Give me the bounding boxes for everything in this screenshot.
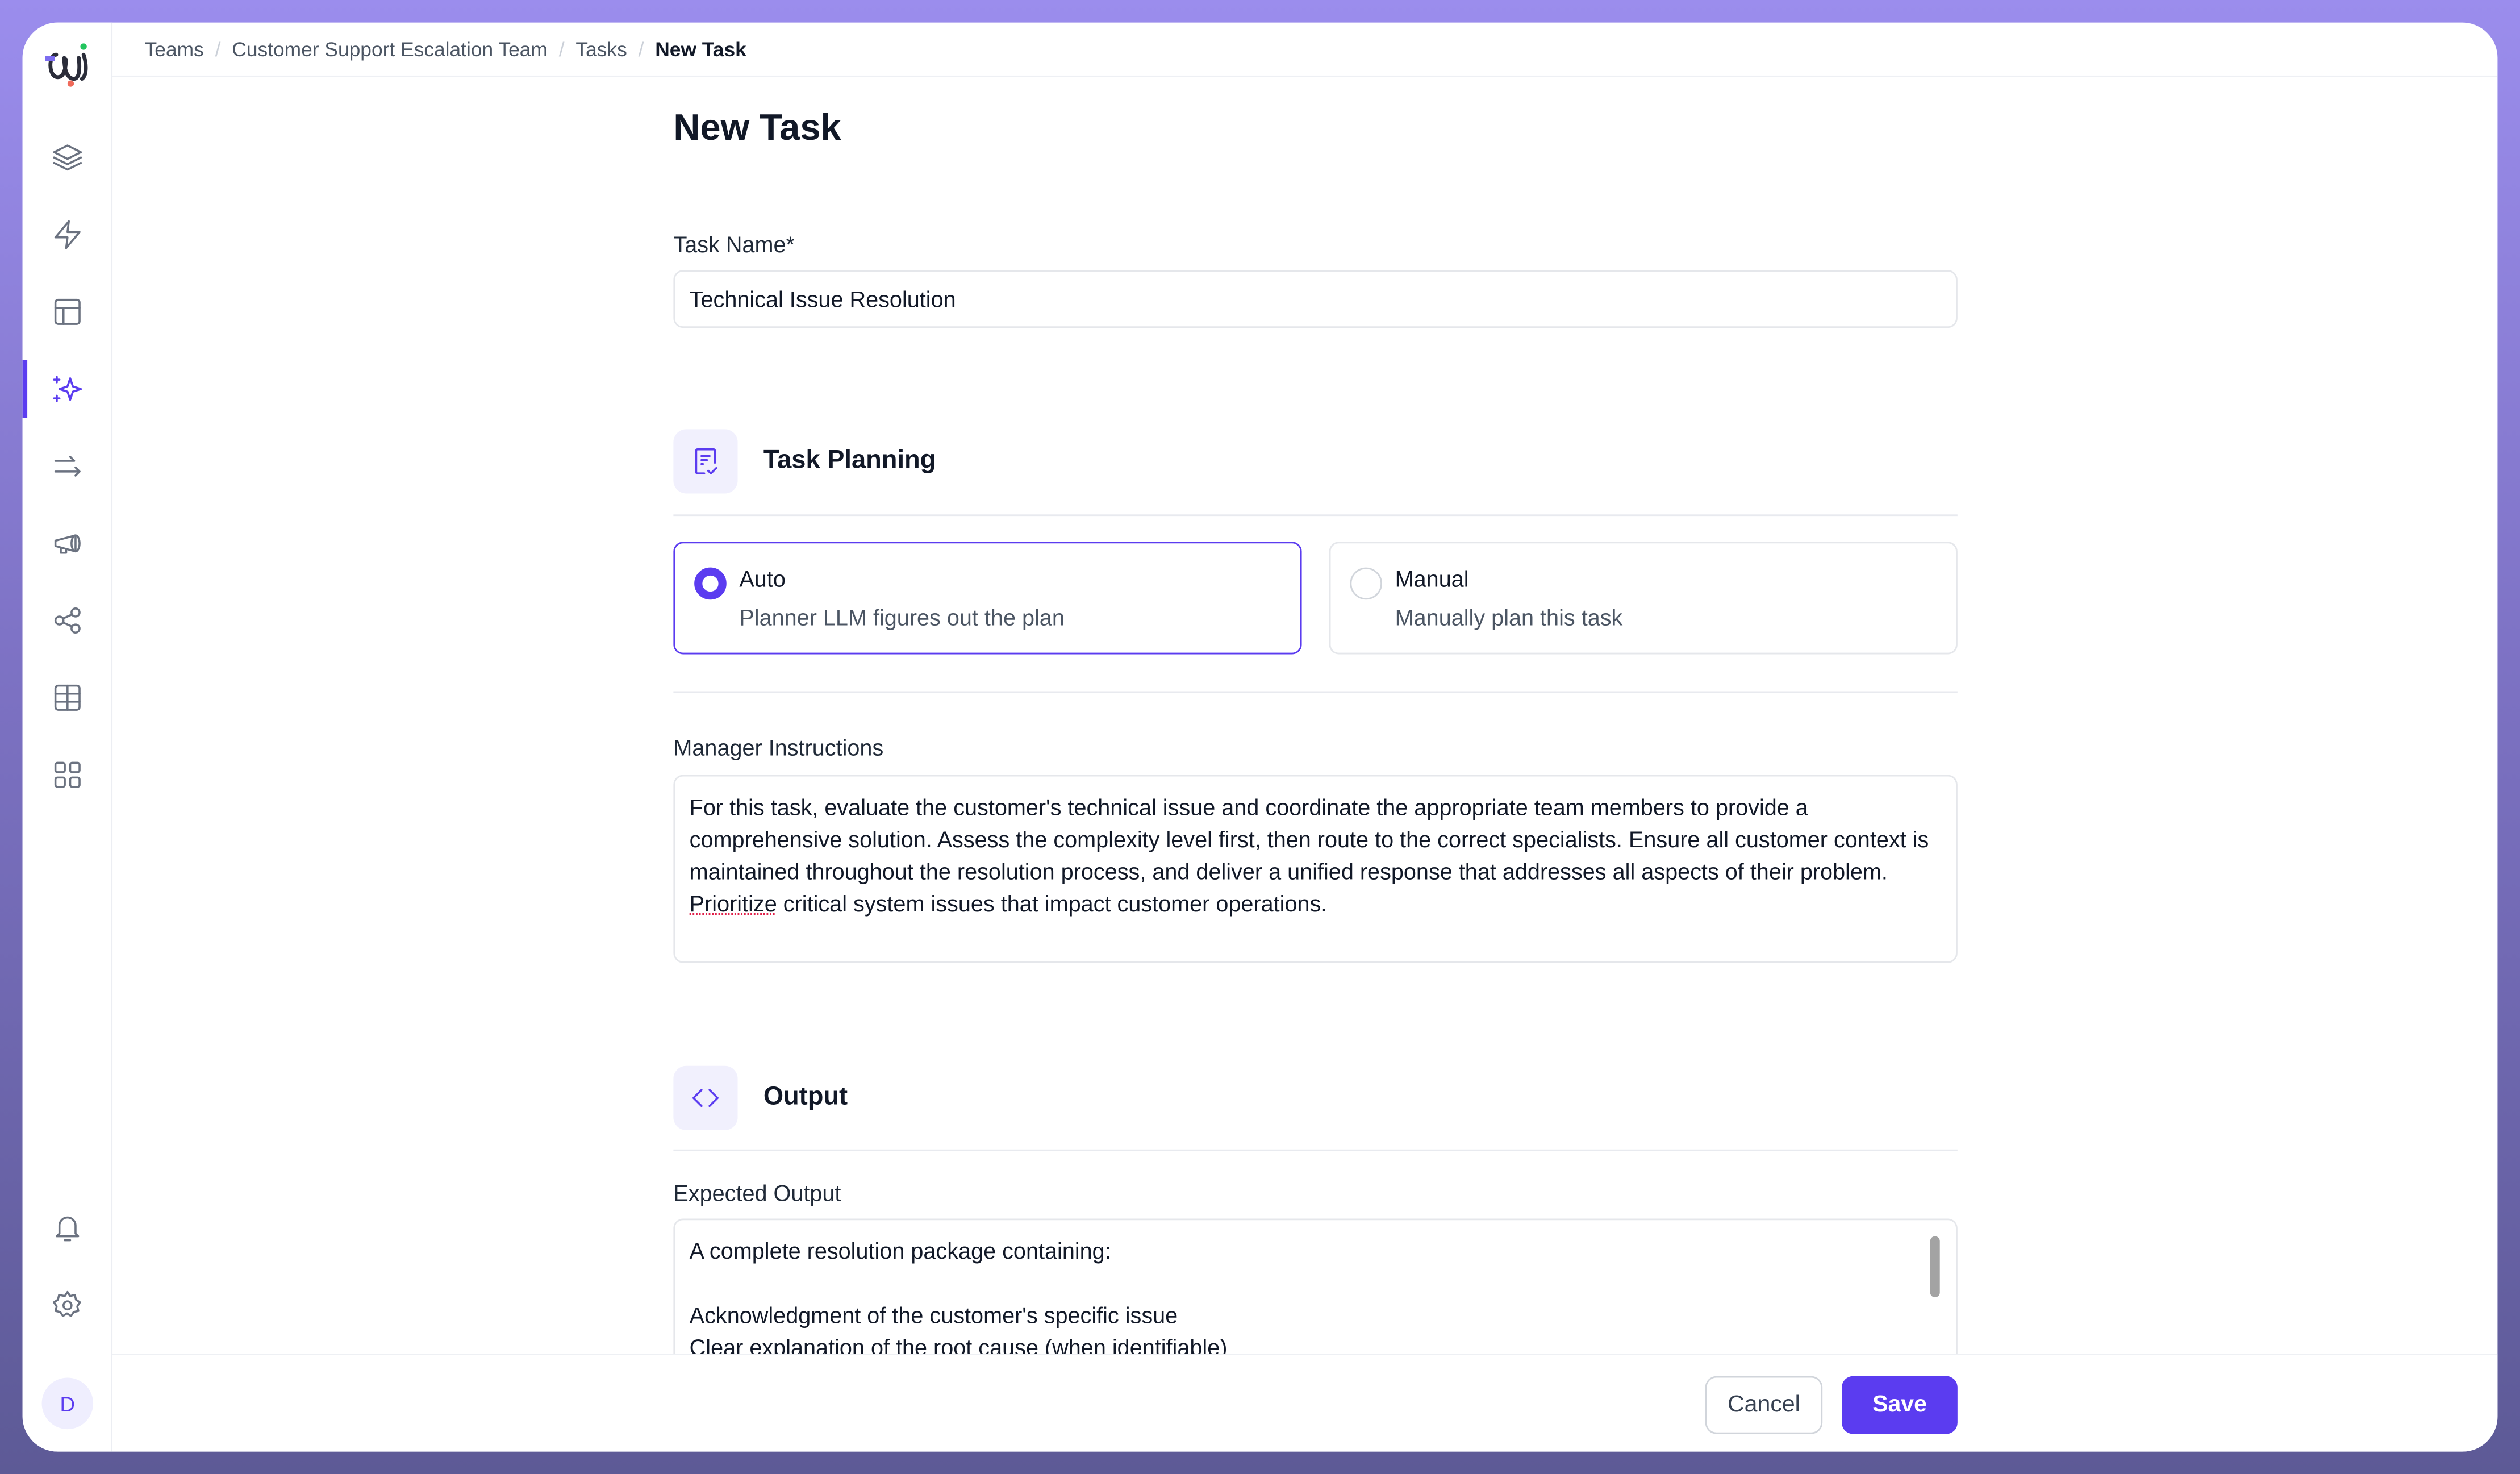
divider <box>673 1149 1958 1151</box>
divider <box>673 514 1958 517</box>
table-icon <box>54 684 81 711</box>
app-logo[interactable] <box>42 39 94 90</box>
option-description: Planner LLM figures out the plan <box>739 604 1065 631</box>
task-planning-header: Task Planning <box>673 429 1957 494</box>
task-name-input[interactable] <box>673 270 1958 328</box>
app-window: D Teams / Customer Support Escalation Tea… <box>22 22 2498 1452</box>
planning-option-manual[interactable]: Manual Manually plan this task <box>1329 542 1958 655</box>
option-title: Auto <box>739 565 786 592</box>
breadcrumb-tasks[interactable]: Tasks <box>575 38 627 61</box>
nav-megaphone[interactable] <box>23 514 112 572</box>
breadcrumb: Teams / Customer Support Escalation Team /… <box>112 23 2498 77</box>
nav-arrows[interactable] <box>23 438 112 496</box>
layers-icon <box>53 144 82 171</box>
gear-icon <box>53 1290 81 1317</box>
instructions-text: critical system issues that impact custo… <box>777 890 1328 917</box>
option-description: Manually plan this task <box>1395 604 1623 631</box>
manager-instructions-textarea[interactable]: For this task, evaluate the customer's t… <box>673 775 1958 963</box>
task-name-label: Task Name* <box>673 231 795 257</box>
output-title: Output <box>763 1083 848 1111</box>
breadcrumb-separator: / <box>215 38 221 61</box>
bell-icon <box>56 1216 80 1242</box>
breadcrumb-separator: / <box>638 38 644 61</box>
misspelled-word: Prioritize <box>689 890 777 917</box>
nav-lightning[interactable] <box>23 206 112 264</box>
nav-share[interactable] <box>23 592 112 649</box>
layout-icon <box>54 298 81 325</box>
nav-notifications[interactable] <box>23 1200 112 1258</box>
nav-table[interactable] <box>23 669 112 727</box>
option-title: Manual <box>1395 565 1469 592</box>
share-nodes-icon <box>54 607 81 634</box>
sparkles-icon <box>53 376 82 402</box>
breadcrumb-teams[interactable]: Teams <box>144 38 204 61</box>
output-header: Output <box>673 1065 1957 1130</box>
planning-option-auto[interactable]: Auto Planner LLM figures out the plan <box>673 542 1302 655</box>
breadcrumb-current: New Task <box>655 38 746 61</box>
lightning-icon <box>54 220 81 249</box>
divider <box>673 691 1958 693</box>
breadcrumb-team[interactable]: Customer Support Escalation Team <box>232 38 548 61</box>
scrollbar-thumb[interactable] <box>1930 1236 1940 1298</box>
manager-instructions-label: Manager Instructions <box>673 734 884 761</box>
nav-sparkles[interactable] <box>22 360 112 418</box>
form-footer: Cancel Save <box>112 1354 2498 1452</box>
code-icon <box>692 1089 719 1107</box>
grid-icon <box>54 761 81 788</box>
save-button[interactable]: Save <box>1842 1376 1958 1434</box>
avatar[interactable]: D <box>41 1377 94 1430</box>
sidebar: D <box>22 22 113 1452</box>
output-icon-box <box>673 1065 738 1130</box>
radio-auto[interactable] <box>694 567 727 600</box>
page-title: New Task <box>673 106 841 148</box>
breadcrumb-separator: / <box>558 38 565 61</box>
nav-layout[interactable] <box>23 283 112 341</box>
task-planning-title: Task Planning <box>763 447 936 474</box>
megaphone-icon <box>54 534 81 554</box>
expected-output-label: Expected Output <box>673 1180 841 1206</box>
instructions-text: For this task, evaluate the customer's t… <box>689 794 1935 885</box>
task-form: New Task Task Name* Task Planning Auto P… <box>673 77 1958 1411</box>
nav-grid[interactable] <box>23 746 112 804</box>
cancel-button[interactable]: Cancel <box>1705 1376 1823 1434</box>
nav-settings[interactable] <box>23 1276 112 1334</box>
radio-manual[interactable] <box>1350 567 1383 600</box>
arrows-right-icon <box>54 456 81 477</box>
clipboard-check-icon <box>695 448 717 474</box>
task-planning-icon-box <box>673 429 738 494</box>
nav-layers[interactable] <box>23 128 112 186</box>
